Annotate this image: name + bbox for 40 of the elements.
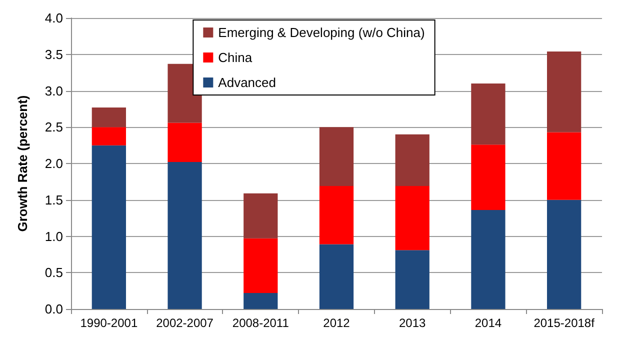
bar [244, 193, 278, 238]
bar [92, 145, 126, 309]
bar [319, 244, 354, 309]
y-tick-label: 0.5 [44, 265, 63, 280]
y-tick-label: 3.0 [44, 83, 63, 98]
x-tick-label: 2013 [399, 316, 426, 330]
bar [395, 186, 430, 250]
x-tick-label: 2012 [323, 316, 350, 330]
y-tick-label: 3.5 [44, 46, 63, 62]
bar [471, 144, 506, 210]
y-tick-label: 1.0 [44, 228, 63, 244]
legend-label: China [218, 50, 253, 65]
bar [92, 127, 126, 146]
bar [471, 83, 506, 145]
x-tick-label: 2014 [474, 316, 502, 330]
y-axis-title: Growth Rate (percent) [15, 95, 30, 232]
bar [547, 132, 582, 200]
y-tick-label: 1.5 [44, 192, 63, 208]
bar [319, 186, 354, 244]
legend-label: Advanced [218, 75, 276, 90]
bar [547, 200, 582, 309]
y-tick-label: 0.0 [44, 302, 63, 316]
y-tick-label: 2.5 [44, 120, 63, 135]
x-tick-label: 2015-2018f [534, 316, 596, 330]
x-tick-label: 2008-2011 [232, 316, 290, 330]
x-tick-label: 1990-2001 [80, 316, 138, 330]
bar [395, 134, 430, 186]
bar [168, 162, 202, 309]
y-tick-label: 4.0 [44, 10, 63, 26]
bar [471, 210, 506, 309]
legend-label: Emerging & Developing (w/o China) [218, 25, 425, 40]
bar [92, 107, 126, 128]
bar [547, 51, 582, 132]
x-tick-label: 2002-2007 [156, 316, 214, 330]
y-tick-label: 2.0 [44, 156, 63, 171]
bar [244, 238, 278, 293]
bar [395, 250, 430, 309]
bar [244, 292, 278, 309]
bar [319, 127, 354, 186]
bar [168, 122, 202, 162]
